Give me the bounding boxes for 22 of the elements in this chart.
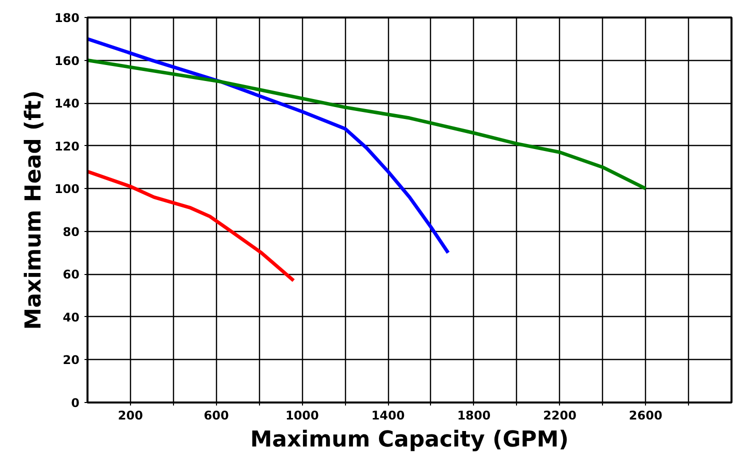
- x-tick-label: 200: [118, 408, 143, 422]
- y-tick-label: 180: [54, 11, 80, 25]
- y-tick-label: 80: [62, 224, 80, 239]
- y-tick-label: 120: [54, 139, 80, 154]
- y-tick-label: 40: [62, 310, 80, 324]
- line-series: [88, 58, 648, 190]
- x-tick-label: 1000: [285, 408, 319, 422]
- x-tick-label: 2600: [628, 408, 662, 422]
- y-tick-label: 160: [54, 54, 80, 68]
- line-series: [88, 170, 296, 282]
- x-axis-title: Maximum Capacity (GPM): [250, 428, 569, 452]
- y-tick-label: 100: [54, 182, 80, 196]
- x-tick-label: 1800: [457, 408, 491, 422]
- y-tick-label: 60: [62, 268, 80, 282]
- x-tick-label: 2200: [543, 408, 576, 422]
- y-tick-label: 20: [62, 353, 80, 368]
- x-tick-label: 1400: [371, 408, 405, 422]
- line-series: [88, 37, 450, 255]
- y-tick-label: 140: [54, 96, 80, 111]
- y-tick-label: 0: [71, 396, 80, 410]
- x-tick-label: 600: [204, 408, 229, 422]
- y-axis-title: Maximum Head (ft): [21, 90, 46, 330]
